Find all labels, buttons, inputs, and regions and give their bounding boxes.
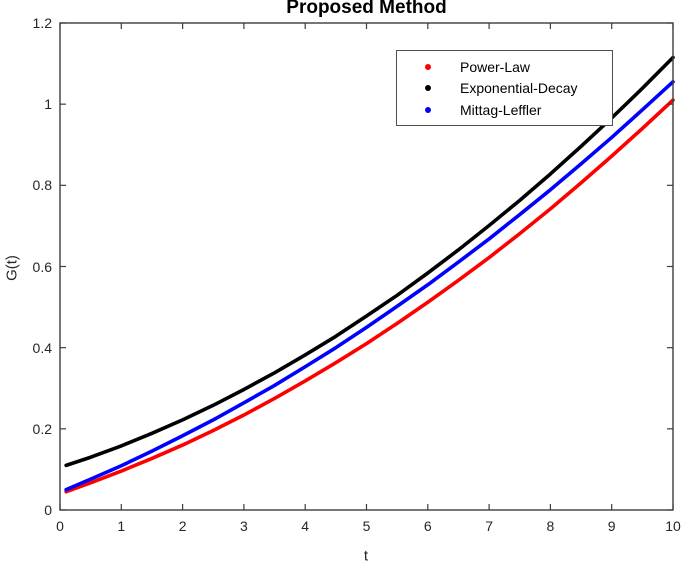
- y-tick-label: 0.4: [32, 339, 52, 356]
- series-line: [64, 55, 675, 468]
- x-tick-label: 0: [56, 518, 64, 534]
- y-tick-label: 0: [44, 502, 52, 518]
- x-tick-label: 9: [607, 518, 616, 534]
- legend-marker-dot: [425, 63, 431, 70]
- y-tick-label: 0.2: [32, 420, 52, 437]
- legend-item-label: Mittag-Leffler: [460, 101, 542, 118]
- y-tick-label: 0.6: [32, 258, 52, 275]
- legend-marker-dot: [425, 85, 431, 91]
- x-axis-label: t: [363, 547, 369, 565]
- series-line: [64, 80, 675, 492]
- legend-item-label: Exponential-Decay: [460, 80, 578, 96]
- series-line: [64, 98, 675, 494]
- x-tick-label: 5: [362, 518, 371, 534]
- legend-item-power-law: Power-Law: [397, 59, 612, 75]
- legend-marker-dot: [425, 106, 431, 113]
- y-tick-label: 1.2: [32, 15, 52, 31]
- x-tick-label: 3: [239, 518, 248, 534]
- legend: Power-Law Exponential-Decay Mittag-Leffl…: [396, 50, 613, 126]
- x-tick-label: 2: [178, 518, 187, 534]
- x-tick-label: 7: [485, 518, 493, 534]
- y-tick-label: 0.8: [32, 177, 52, 194]
- legend-item-label: Power-Law: [460, 58, 531, 75]
- x-tick-label: 10: [665, 518, 681, 534]
- x-tick-label: 6: [423, 518, 432, 534]
- x-tick-label: 8: [546, 518, 555, 534]
- x-tick-label: 4: [301, 518, 310, 534]
- chart-title: Proposed Method: [286, 0, 447, 18]
- x-tick-label: 1: [117, 518, 126, 534]
- legend-item-exponential-decay: Exponential-Decay: [397, 80, 612, 96]
- legend-item-mittag-leffler: Mittag-Leffler: [397, 102, 612, 118]
- y-tick-label: 1: [44, 96, 52, 113]
